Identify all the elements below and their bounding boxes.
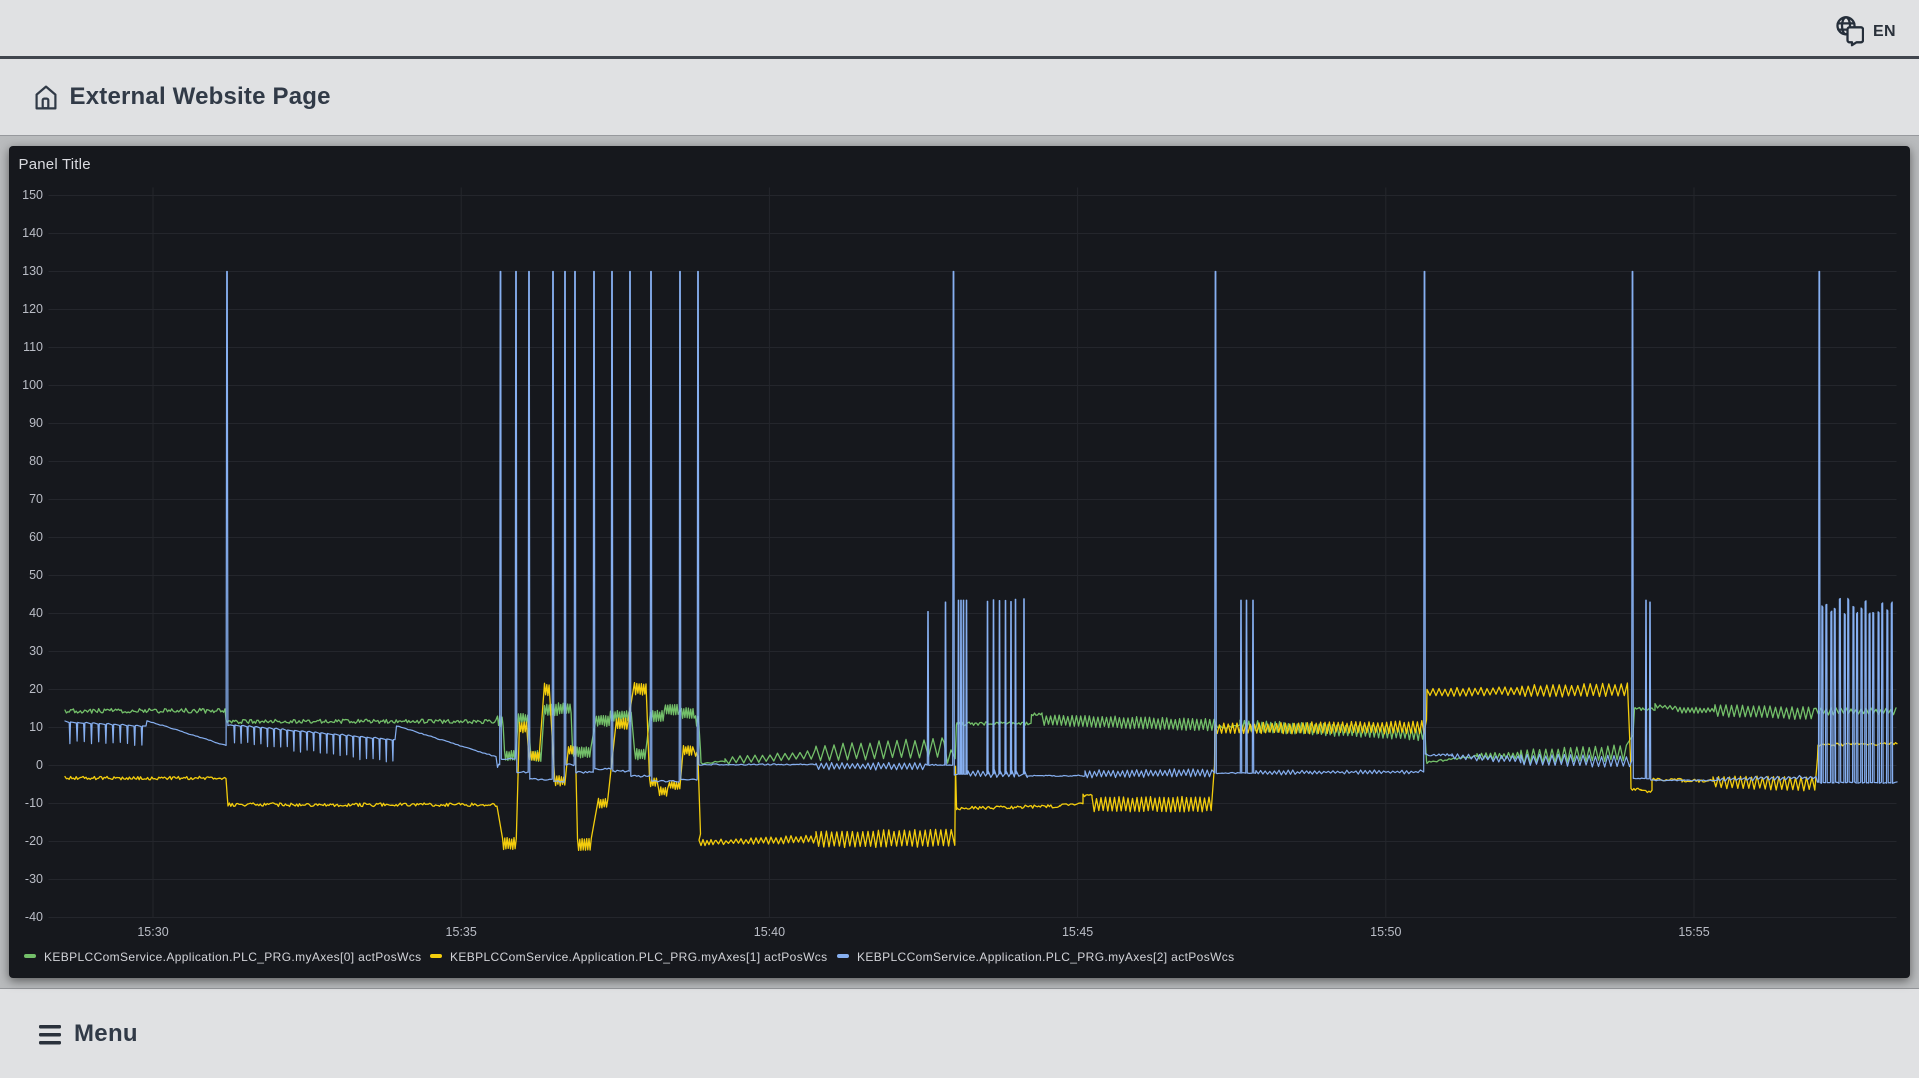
svg-text:30: 30	[29, 644, 43, 658]
svg-text:50: 50	[29, 568, 43, 582]
svg-text:15:50: 15:50	[1370, 924, 1401, 938]
svg-text:15:55: 15:55	[1678, 924, 1709, 938]
svg-text:130: 130	[22, 264, 43, 278]
svg-text:-20: -20	[25, 834, 43, 848]
svg-text:150: 150	[22, 188, 43, 202]
svg-text:KEBPLCComService.Application.P: KEBPLCComService.Application.PLC_PRG.myA…	[857, 949, 1235, 963]
svg-text:90: 90	[29, 416, 43, 430]
svg-text:0: 0	[36, 758, 43, 772]
svg-text:-40: -40	[25, 910, 43, 924]
svg-text:110: 110	[23, 340, 43, 354]
svg-text:KEBPLCComService.Application.P: KEBPLCComService.Application.PLC_PRG.myA…	[44, 949, 422, 963]
svg-text:100: 100	[22, 378, 43, 392]
svg-text:Panel Title: Panel Title	[19, 155, 91, 172]
svg-text:15:45: 15:45	[1062, 924, 1093, 938]
svg-text:-30: -30	[25, 872, 43, 886]
svg-text:20: 20	[29, 682, 43, 696]
svg-text:15:35: 15:35	[446, 924, 477, 938]
svg-text:10: 10	[29, 720, 43, 734]
svg-text:60: 60	[29, 530, 43, 544]
svg-text:80: 80	[29, 454, 43, 468]
svg-text:KEBPLCComService.Application.P: KEBPLCComService.Application.PLC_PRG.myA…	[450, 949, 828, 963]
svg-text:15:40: 15:40	[754, 924, 785, 938]
svg-text:-10: -10	[25, 796, 43, 810]
svg-text:70: 70	[29, 492, 43, 506]
svg-text:120: 120	[22, 302, 43, 316]
svg-text:15:30: 15:30	[137, 924, 168, 938]
svg-text:40: 40	[29, 606, 43, 620]
svg-text:140: 140	[22, 226, 43, 240]
